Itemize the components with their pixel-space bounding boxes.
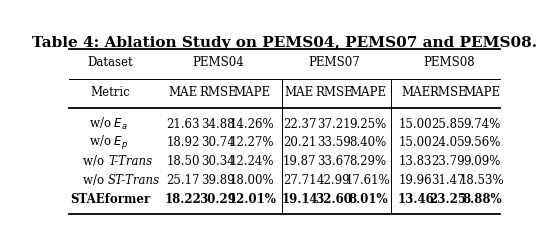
Text: 15.00: 15.00	[399, 136, 432, 149]
Text: RMSE: RMSE	[315, 86, 353, 99]
Text: 21.63: 21.63	[166, 118, 200, 131]
Text: MAPE: MAPE	[350, 86, 387, 99]
Text: Metric: Metric	[90, 86, 130, 99]
Text: MAPE: MAPE	[234, 86, 271, 99]
Text: ST-Trans: ST-Trans	[108, 174, 160, 187]
Text: 18.50: 18.50	[166, 155, 200, 168]
Text: 12.24%: 12.24%	[230, 155, 274, 168]
Text: 18.92: 18.92	[166, 136, 200, 149]
Text: MAE: MAE	[169, 86, 198, 99]
Text: w/o $E_p$: w/o $E_p$	[89, 134, 128, 152]
Text: 33.59: 33.59	[317, 136, 351, 149]
Text: 8.88%: 8.88%	[462, 193, 502, 206]
Text: MAE: MAE	[401, 86, 430, 99]
Text: 23.25: 23.25	[430, 193, 466, 206]
Text: PEMS04: PEMS04	[192, 56, 244, 69]
Text: 15.00: 15.00	[399, 118, 432, 131]
Text: 13.46: 13.46	[397, 193, 434, 206]
Text: w/o $E_a$: w/o $E_a$	[89, 116, 128, 132]
Text: MAPE: MAPE	[464, 86, 501, 99]
Text: 9.09%: 9.09%	[463, 155, 501, 168]
Text: 25.85: 25.85	[431, 118, 465, 131]
Text: 17.61%: 17.61%	[346, 174, 391, 187]
Text: PEMS08: PEMS08	[423, 56, 475, 69]
Text: 30.29: 30.29	[199, 193, 236, 206]
Text: Table 4: Ablation Study on PEMS04, PEMS07 and PEMS08.: Table 4: Ablation Study on PEMS04, PEMS0…	[32, 37, 537, 51]
Text: 18.22: 18.22	[165, 193, 202, 206]
Text: 12.01%: 12.01%	[228, 193, 276, 206]
Text: 32.60: 32.60	[315, 193, 352, 206]
Text: 22.37: 22.37	[282, 118, 316, 131]
Text: 12.27%: 12.27%	[230, 136, 274, 149]
Text: 31.47: 31.47	[431, 174, 465, 187]
Text: 27.71: 27.71	[282, 174, 316, 187]
Text: 18.00%: 18.00%	[230, 174, 275, 187]
Text: 18.53%: 18.53%	[460, 174, 504, 187]
Text: 23.79: 23.79	[431, 155, 465, 168]
Text: 9.25%: 9.25%	[350, 118, 387, 131]
Text: 37.21: 37.21	[317, 118, 351, 131]
Text: w/o: w/o	[83, 155, 108, 168]
Text: 20.21: 20.21	[283, 136, 316, 149]
Text: MAE: MAE	[285, 86, 314, 99]
Text: 24.05: 24.05	[431, 136, 465, 149]
Text: PEMS07: PEMS07	[308, 56, 360, 69]
Text: 13.83: 13.83	[399, 155, 432, 168]
Text: 9.74%: 9.74%	[463, 118, 501, 131]
Text: 30.74: 30.74	[201, 136, 235, 149]
Text: 33.67: 33.67	[317, 155, 351, 168]
Text: T-Trans: T-Trans	[108, 155, 152, 168]
Text: 19.96: 19.96	[399, 174, 432, 187]
Text: 8.01%: 8.01%	[349, 193, 388, 206]
Text: 14.26%: 14.26%	[230, 118, 275, 131]
Text: RMSE: RMSE	[429, 86, 467, 99]
Text: 34.88: 34.88	[201, 118, 235, 131]
Text: 8.29%: 8.29%	[350, 155, 387, 168]
Text: w/o: w/o	[83, 174, 108, 187]
Text: STAEformer: STAEformer	[70, 193, 150, 206]
Text: 19.87: 19.87	[282, 155, 316, 168]
Text: 42.99: 42.99	[317, 174, 351, 187]
Text: RMSE: RMSE	[199, 86, 236, 99]
Text: 8.40%: 8.40%	[350, 136, 387, 149]
Text: 25.17: 25.17	[166, 174, 200, 187]
Text: 19.14: 19.14	[281, 193, 318, 206]
Text: 9.56%: 9.56%	[463, 136, 501, 149]
Text: 30.34: 30.34	[201, 155, 235, 168]
Text: Dataset: Dataset	[88, 56, 133, 69]
Text: 39.89: 39.89	[201, 174, 235, 187]
